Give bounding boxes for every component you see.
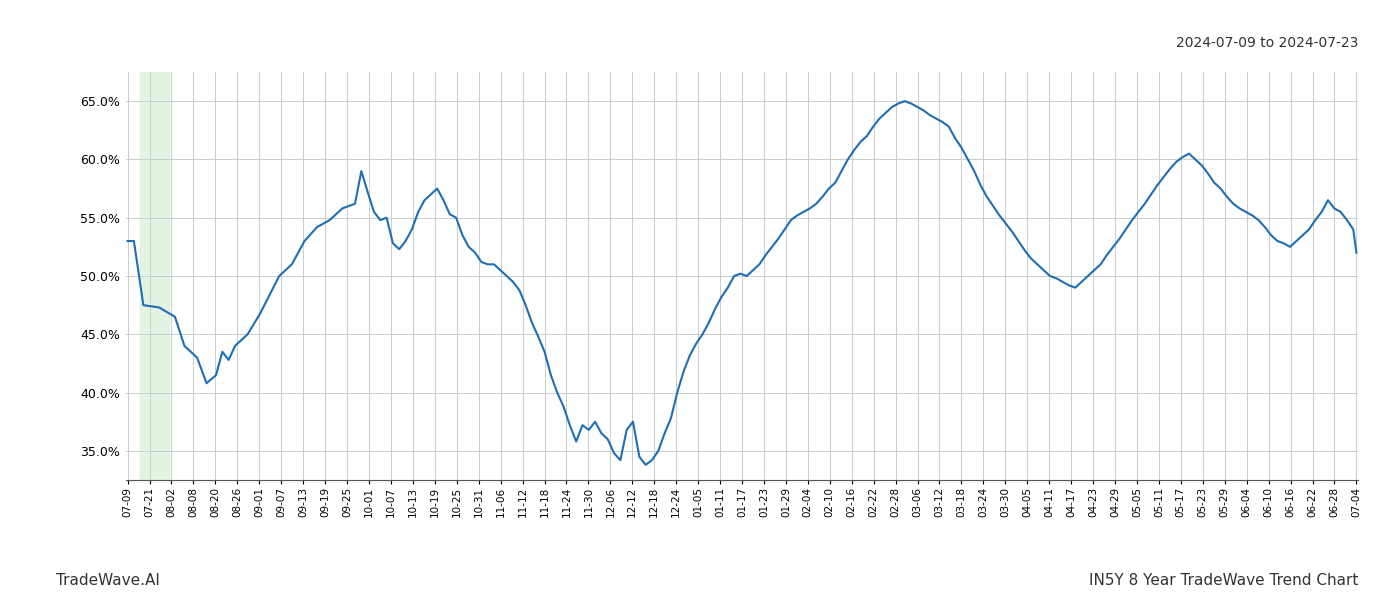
Text: 2024-07-09 to 2024-07-23: 2024-07-09 to 2024-07-23 bbox=[1176, 36, 1358, 50]
Text: IN5Y 8 Year TradeWave Trend Chart: IN5Y 8 Year TradeWave Trend Chart bbox=[1089, 573, 1358, 588]
Text: TradeWave.AI: TradeWave.AI bbox=[56, 573, 160, 588]
Bar bbox=[140, 72, 168, 480]
